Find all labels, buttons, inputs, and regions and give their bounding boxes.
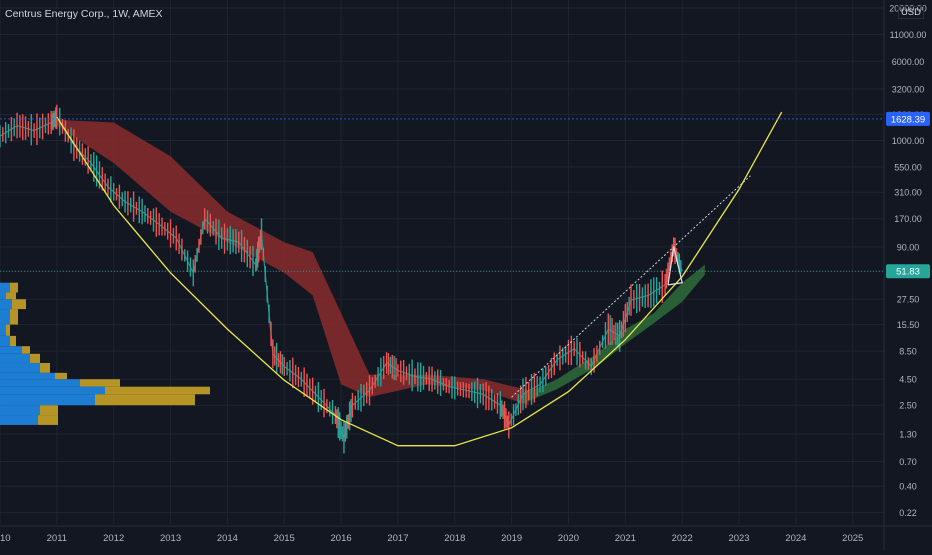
y-tick-label: 11000.00	[890, 30, 927, 40]
x-tick-label: 2011	[47, 533, 67, 544]
volume-profile-bar	[0, 372, 55, 380]
volume-profile-bar	[0, 335, 10, 347]
bear-cloud	[56, 119, 529, 406]
x-tick-label: 2010	[0, 533, 11, 544]
volume-profile-bar	[55, 372, 67, 380]
volume-profile-bar	[0, 346, 22, 354]
x-tick-label: 2025	[842, 533, 863, 544]
x-tick-label: 2015	[274, 533, 295, 544]
y-tick-label: 6000.00	[892, 57, 925, 67]
currency-label[interactable]: USD	[897, 6, 924, 19]
y-tick-label: 27.50	[897, 295, 920, 305]
x-tick-label: 2018	[444, 533, 465, 544]
volume-profile-bar	[0, 405, 40, 416]
volume-profile-bar	[0, 324, 6, 336]
y-tick-label: 0.70	[899, 457, 917, 467]
volume-profile-bar	[0, 299, 12, 310]
volume-profile-bar	[0, 353, 30, 363]
bull-cloud	[523, 264, 705, 404]
x-tick-label: 2016	[331, 533, 352, 544]
y-tick-label: 20000.00	[889, 4, 927, 14]
volume-profile-bar	[0, 362, 40, 373]
y-tick-label: 170.00	[894, 214, 922, 224]
y-tick-label: 4.50	[899, 375, 917, 385]
x-tick-label: 2017	[387, 533, 408, 544]
y-tick-label: 2.50	[899, 401, 917, 411]
last-price-box	[886, 264, 930, 279]
volume-profile-bar	[22, 346, 30, 354]
y-tick-label: 1.30	[899, 430, 917, 440]
y-tick-label: 0.22	[899, 508, 917, 518]
volume-profile-bar	[0, 292, 6, 300]
x-tick-label: 2019	[501, 533, 522, 544]
y-tick-label: 0.40	[899, 482, 917, 492]
volume-profile-bar	[0, 386, 105, 395]
volume-profile-bar	[12, 299, 26, 310]
x-tick-label: 2022	[672, 533, 693, 544]
volume-profile-bar	[0, 394, 95, 406]
y-tick-label: 310.00	[894, 188, 922, 198]
volume-profile-bar	[6, 292, 16, 300]
cup-curve[interactable]	[56, 111, 783, 447]
volume-profile-bar	[0, 282, 10, 293]
volume-profile-bar	[40, 405, 58, 416]
volume-profile-bar	[0, 415, 38, 425]
volume-profile-bar	[10, 282, 18, 293]
last-price-label: 51.83	[896, 267, 920, 278]
volume-profile-bar	[0, 309, 10, 325]
high-price-label: 1628.39	[891, 114, 925, 125]
y-tick-label: 3200.00	[892, 85, 925, 95]
volume-profile-bar	[10, 335, 16, 347]
y-tick-label: 8.50	[899, 347, 917, 357]
x-tick-label: 2021	[615, 533, 636, 544]
volume-profile-bar	[38, 415, 58, 425]
x-tick-label: 2024	[785, 533, 806, 544]
volume-profile-bar	[30, 353, 40, 363]
volume-profile-bar	[6, 324, 10, 336]
x-tick-label: 2014	[217, 533, 238, 544]
volume-profile-bar	[80, 379, 120, 387]
y-tick-label: 15.50	[897, 320, 920, 330]
volume-profile-bar	[95, 394, 195, 406]
x-tick-label: 2023	[728, 533, 749, 544]
volume-profile-bar	[10, 309, 18, 325]
volume-profile-bar	[0, 379, 80, 387]
volume-profile-bar	[105, 386, 210, 395]
y-tick-label: 550.00	[894, 162, 922, 172]
triangle-pattern[interactable]	[667, 246, 683, 286]
y-tick-label: 90.00	[897, 242, 920, 252]
x-tick-label: 2013	[160, 533, 181, 544]
high-price-box	[886, 111, 930, 126]
x-tick-label: 2020	[558, 533, 579, 544]
chart-title: Centrus Energy Corp., 1W, AMEX	[5, 8, 163, 20]
y-tick-label: 1000.00	[892, 136, 925, 146]
x-tick-label: 2012	[103, 533, 124, 544]
volume-profile-bar	[40, 362, 50, 373]
